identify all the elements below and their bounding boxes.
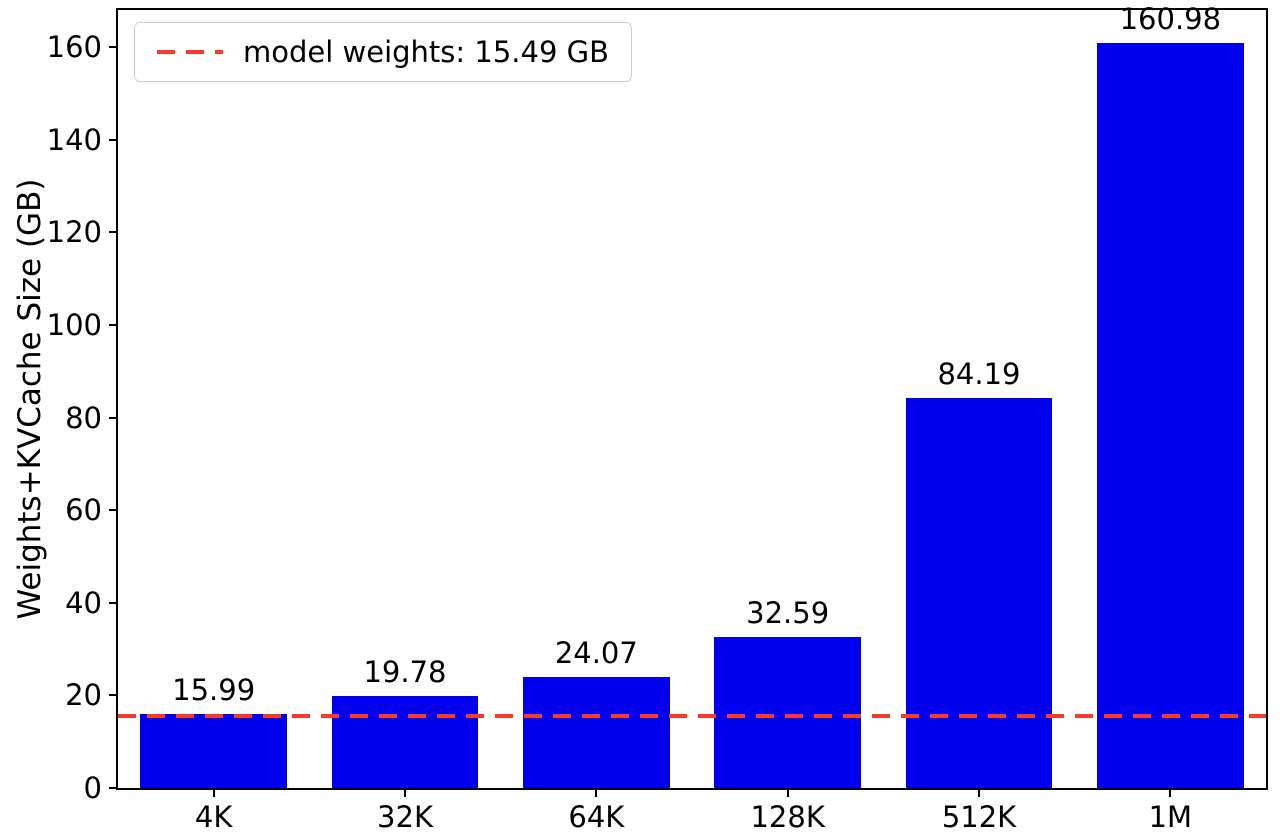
- x-tick-mark: [404, 788, 406, 797]
- y-tick-label: 160: [46, 30, 102, 65]
- x-tick-label: 1M: [1148, 800, 1193, 834]
- bar: [714, 637, 862, 788]
- bar-value-label: 19.78: [363, 655, 447, 690]
- legend: model weights: 15.49 GB: [134, 22, 632, 82]
- y-tick-mark: [109, 138, 118, 141]
- y-tick-mark: [109, 601, 118, 604]
- y-axis-label: Weights+KVCache Size (GB): [12, 178, 48, 620]
- y-tick-label: 0: [83, 771, 102, 805]
- x-tick-label: 32K: [377, 800, 433, 834]
- reference-line: [118, 714, 1266, 719]
- y-tick-label: 40: [65, 585, 102, 620]
- bar: [1096, 42, 1244, 788]
- y-tick-mark: [109, 694, 118, 697]
- y-tick-mark: [109, 787, 118, 789]
- x-tick-mark: [786, 788, 789, 797]
- y-tick-label: 120: [46, 215, 102, 250]
- y-tick-label: 20: [65, 678, 102, 713]
- y-tick-label: 100: [46, 307, 102, 342]
- y-tick-label: 80: [65, 400, 102, 435]
- x-tick-mark: [595, 788, 598, 797]
- y-tick-mark: [109, 46, 118, 49]
- y-tick-mark: [109, 416, 118, 419]
- plot-area: 15.99 19.78 24.07 32.59 84.19 160.98 model we…: [47, 2, 1268, 834]
- x-tick-mark: [212, 788, 215, 797]
- y-tick-mark: [109, 231, 118, 234]
- x-tick-mark: [978, 788, 980, 797]
- bar-value-label: 24.07: [554, 635, 638, 670]
- y-tick-label: 60: [65, 493, 102, 528]
- y-tick-mark: [109, 509, 118, 512]
- bar: [905, 398, 1053, 788]
- bar: [331, 696, 479, 788]
- legend-label: model weights: 15.49 GB: [243, 35, 609, 69]
- bar: [522, 676, 670, 788]
- bar: [140, 713, 288, 788]
- y-tick-label: 140: [46, 122, 102, 157]
- x-tick-label: 64K: [568, 800, 625, 834]
- bar-value-label: 15.99: [172, 672, 256, 707]
- dashed-line-icon: [157, 50, 223, 54]
- x-tick-label: 4K: [194, 800, 233, 834]
- bar-value-label: 84.19: [937, 357, 1021, 392]
- y-tick-mark: [109, 323, 118, 326]
- x-tick-mark: [1169, 788, 1172, 797]
- x-tick-label: 512K: [941, 800, 1017, 834]
- bar-value-label: 160.98: [1119, 1, 1222, 36]
- x-tick-label: 128K: [750, 800, 825, 834]
- bar-value-label: 32.59: [746, 596, 830, 631]
